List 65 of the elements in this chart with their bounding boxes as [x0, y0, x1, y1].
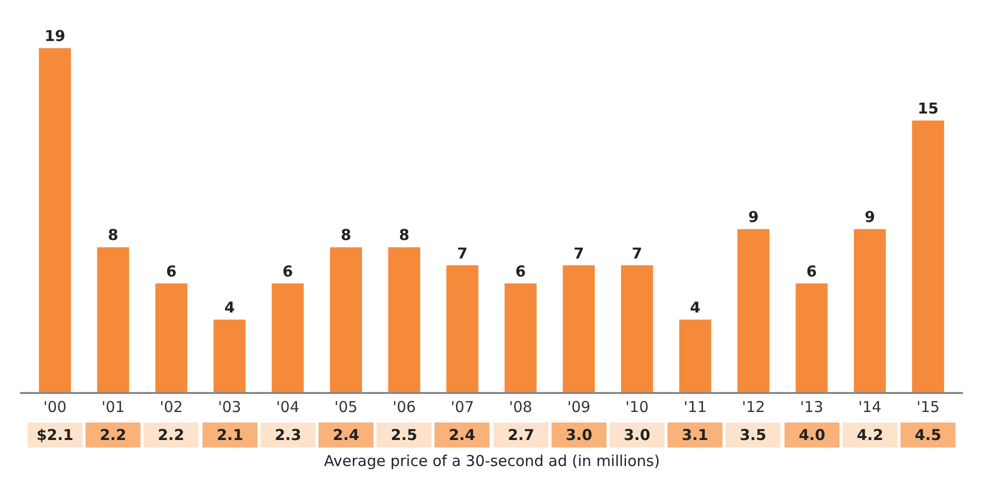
x-tick-label: '15	[916, 398, 940, 416]
bar	[330, 247, 362, 392]
bar	[912, 120, 944, 392]
data-label: 8	[340, 226, 352, 244]
bar	[854, 229, 886, 392]
data-label: 9	[748, 208, 759, 226]
x-tick-label: '01	[102, 398, 125, 416]
text: 2.3	[274, 426, 302, 444]
bar	[272, 283, 304, 392]
data-label: 7	[457, 244, 468, 262]
text: Average price of a 30-second ad (in millions)	[324, 452, 660, 470]
text: 4.2	[856, 426, 884, 444]
data-label: 8	[108, 226, 118, 244]
data-label: 15	[918, 100, 939, 118]
x-tick-label: '09	[567, 398, 590, 416]
text: 3.0	[624, 426, 650, 444]
data-label: 6	[282, 262, 293, 280]
bar	[679, 320, 712, 392]
text: $2.1	[36, 426, 74, 444]
bar	[388, 247, 420, 392]
text: 2.4	[448, 426, 476, 444]
text: 4.5	[914, 426, 942, 444]
x-tick-label: '02	[160, 398, 183, 416]
data-label: 19	[44, 27, 66, 46]
data-label: 4	[690, 298, 700, 317]
bar	[737, 229, 770, 392]
x-tick-label: '00	[43, 398, 67, 416]
bar	[97, 247, 130, 392]
data-label: 8	[398, 226, 410, 244]
x-tick-label: '04	[276, 398, 300, 416]
data-label: 7	[632, 244, 642, 262]
text: 2.1	[216, 426, 244, 444]
x-tick-label: '14	[858, 398, 882, 416]
text: 2.4	[332, 426, 360, 444]
data-label: 6	[806, 262, 817, 280]
bar	[504, 283, 537, 392]
x-tick-label: '07	[450, 398, 474, 416]
data-label: 9	[864, 208, 876, 226]
text: 2.7	[508, 426, 534, 444]
bar	[621, 265, 654, 392]
text: 2.2	[100, 426, 126, 444]
x-tick-label: '06	[392, 398, 416, 416]
x-tick-label: '08	[508, 398, 532, 416]
text: 2.5	[390, 426, 418, 444]
x-tick-label: '03	[218, 398, 242, 416]
bar	[214, 320, 246, 392]
data-label: 6	[515, 262, 526, 280]
x-tick-label: '13	[800, 398, 824, 416]
data-label: 7	[574, 244, 584, 262]
bar	[562, 265, 595, 392]
text: 2.2	[158, 426, 184, 444]
x-tick-label: '10	[625, 398, 649, 416]
x-tick-label: '05	[334, 398, 358, 416]
text: 4.0	[798, 426, 826, 444]
bar	[155, 283, 188, 392]
data-label: 6	[166, 262, 177, 280]
bar	[796, 283, 828, 392]
bar	[446, 265, 478, 392]
data-label: 4	[224, 298, 235, 317]
text: 3.5	[740, 426, 766, 444]
bar	[38, 48, 71, 392]
text: 3.0	[566, 426, 592, 444]
text: 3.1	[682, 426, 708, 444]
x-tick-label: '12	[742, 398, 766, 416]
x-tick-label: '11	[684, 398, 707, 416]
